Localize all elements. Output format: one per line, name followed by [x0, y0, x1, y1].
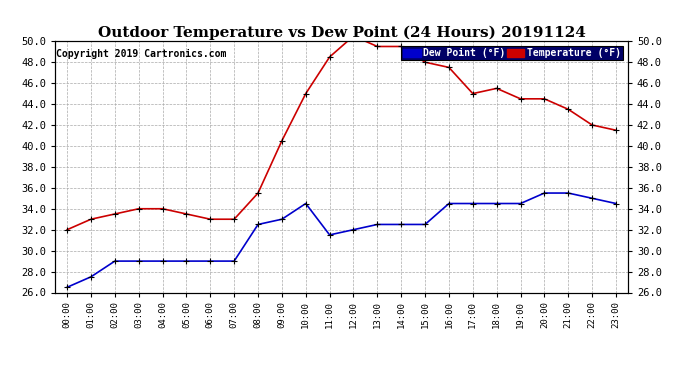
- Text: Copyright 2019 Cartronics.com: Copyright 2019 Cartronics.com: [57, 49, 227, 59]
- Legend: Dew Point (°F), Temperature (°F): Dew Point (°F), Temperature (°F): [401, 46, 623, 60]
- Title: Outdoor Temperature vs Dew Point (24 Hours) 20191124: Outdoor Temperature vs Dew Point (24 Hou…: [97, 26, 586, 40]
